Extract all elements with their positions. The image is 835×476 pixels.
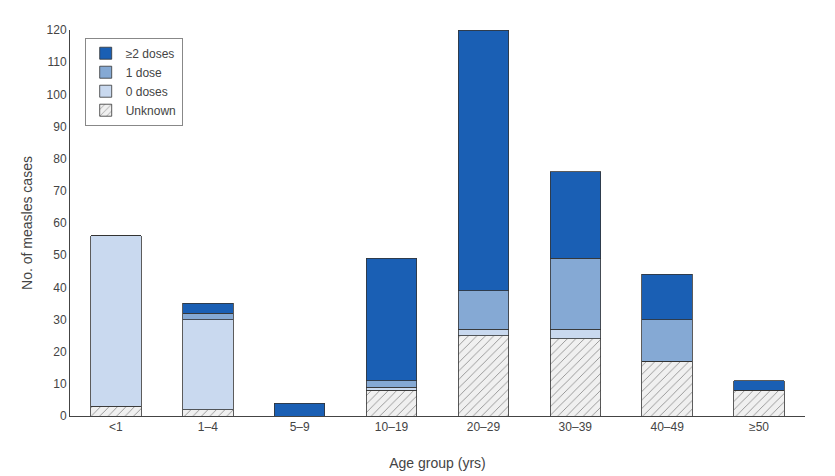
svg-text:120: 120 xyxy=(47,23,67,37)
svg-text:10–19: 10–19 xyxy=(375,420,409,434)
svg-text:10: 10 xyxy=(53,377,67,391)
svg-text:50: 50 xyxy=(53,248,67,262)
svg-text:≥2 doses: ≥2 doses xyxy=(126,47,175,61)
svg-text:20–29: 20–29 xyxy=(467,420,501,434)
svg-text:≥50: ≥50 xyxy=(749,420,769,434)
svg-text:30–39: 30–39 xyxy=(559,420,593,434)
svg-text:Unknown: Unknown xyxy=(126,104,176,118)
svg-text:70: 70 xyxy=(53,184,67,198)
svg-text:110: 110 xyxy=(47,55,66,69)
svg-text:20: 20 xyxy=(53,345,67,359)
svg-text:1–4: 1–4 xyxy=(198,420,218,434)
svg-text:60: 60 xyxy=(53,216,67,230)
svg-text:100: 100 xyxy=(47,88,67,102)
svg-text:80: 80 xyxy=(53,152,67,166)
svg-text:0: 0 xyxy=(60,409,67,423)
svg-text:90: 90 xyxy=(53,120,67,134)
svg-text:1 dose: 1 dose xyxy=(126,66,162,80)
svg-text:30: 30 xyxy=(53,313,67,327)
svg-text:40–49: 40–49 xyxy=(651,420,685,434)
svg-text:0 doses: 0 doses xyxy=(126,85,168,99)
svg-text:5–9: 5–9 xyxy=(290,420,310,434)
svg-text:Age group (yrs): Age group (yrs) xyxy=(389,455,485,471)
svg-text:40: 40 xyxy=(53,281,67,295)
svg-text:No. of measles cases: No. of measles cases xyxy=(19,156,35,290)
svg-text:<1: <1 xyxy=(109,420,123,434)
